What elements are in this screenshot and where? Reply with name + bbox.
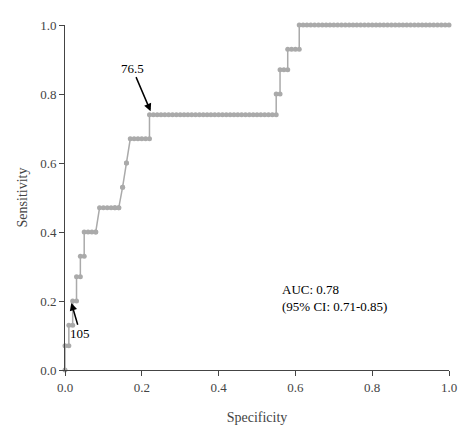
svg-text:0.4: 0.4 <box>40 225 57 240</box>
svg-text:AUC: 0.78(95% CI: 0.71-0.85): AUC: 0.78(95% CI: 0.71-0.85) <box>282 282 387 314</box>
svg-text:0.2: 0.2 <box>134 380 150 395</box>
svg-text:0.8: 0.8 <box>364 380 380 395</box>
svg-text:105: 105 <box>70 326 90 341</box>
svg-text:1.0: 1.0 <box>40 18 56 33</box>
svg-text:0.2: 0.2 <box>40 294 56 309</box>
svg-text:0.0: 0.0 <box>40 363 56 378</box>
svg-text:76.5: 76.5 <box>121 61 144 76</box>
svg-text:0.6: 0.6 <box>287 380 304 395</box>
svg-text:0.0: 0.0 <box>57 380 73 395</box>
svg-text:Specificity: Specificity <box>227 410 288 425</box>
svg-text:0.8: 0.8 <box>40 87 56 102</box>
svg-text:0.4: 0.4 <box>210 380 227 395</box>
svg-text:Sensitivity: Sensitivity <box>15 168 30 228</box>
svg-text:1.0: 1.0 <box>441 380 457 395</box>
svg-text:0.6: 0.6 <box>40 156 57 171</box>
